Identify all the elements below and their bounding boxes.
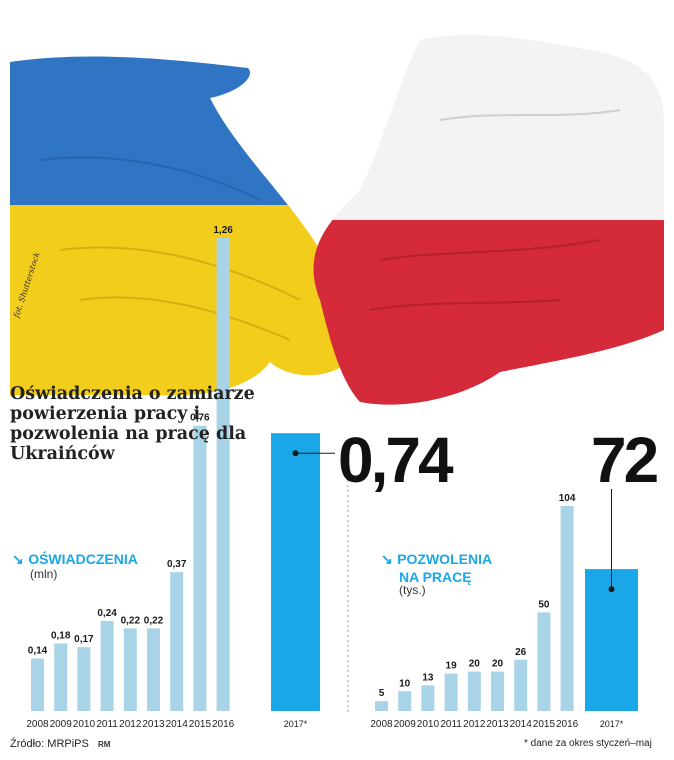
year-label: 2015	[533, 719, 556, 730]
value-label: 10	[399, 678, 411, 689]
year-label: 2012	[463, 719, 486, 730]
bar-2009	[398, 691, 412, 711]
bar-2011	[100, 620, 114, 711]
year-label: 2012	[119, 719, 142, 730]
bar-2012	[123, 628, 137, 711]
year-label: 2017*	[284, 719, 308, 729]
bar-2015	[193, 425, 207, 711]
rm-mark: RM	[98, 740, 111, 749]
year-label: 2017*	[600, 719, 624, 729]
value-label: 0,17	[74, 634, 94, 645]
right-chart-unit: (tys.)	[399, 583, 426, 597]
bar-2011	[444, 673, 458, 711]
value-label: 19	[446, 661, 458, 672]
left-chart-header: ↘ OŚWIADCZENIA	[12, 551, 138, 569]
source-note: Źródło: MRPiPS	[10, 738, 89, 750]
arrow-down-right-icon: ↘	[381, 551, 393, 567]
bar-2014	[170, 572, 184, 711]
bar-2017*	[271, 433, 320, 711]
year-label: 2009	[50, 719, 73, 730]
bar-2010	[421, 685, 435, 711]
year-label: 2016	[212, 719, 235, 730]
value-label: 0,22	[144, 615, 164, 626]
year-label: 2015	[189, 719, 212, 730]
value-label: 0,14	[28, 645, 48, 656]
left-chart-unit: (mln)	[30, 567, 58, 581]
bar-2013	[147, 628, 160, 711]
footnote: * dane za okres styczeń–maj	[524, 738, 652, 749]
year-label: 2008	[26, 719, 49, 730]
value-label: 0,76	[190, 413, 210, 424]
year-label: 2014	[166, 719, 189, 730]
bar-2016	[560, 506, 574, 711]
value-label: 0,24	[97, 608, 117, 619]
bar-2012	[467, 671, 481, 711]
bar-2008	[31, 658, 44, 711]
value-label: 1,26	[213, 225, 233, 236]
left-chart-label: OŚWIADCZENIA	[28, 551, 138, 567]
left-highlight-value: 0,74	[338, 424, 454, 496]
value-label: 104	[559, 493, 576, 504]
year-label: 2008	[370, 719, 393, 730]
year-label: 2010	[417, 719, 440, 730]
value-label: 50	[538, 599, 550, 610]
value-label: 26	[515, 647, 527, 658]
bar-2016	[216, 238, 230, 711]
charts-layer: 20080,1420090,1820100,1720110,2420120,22…	[26, 225, 638, 730]
bar-2017*	[585, 569, 638, 711]
right-chart-label-line2: NA PRACĘ	[399, 569, 472, 585]
value-label: 5	[379, 688, 385, 699]
value-label: 13	[422, 672, 434, 683]
year-label: 2011	[96, 719, 118, 730]
value-label: 0,22	[121, 615, 141, 626]
right-chart-header: ↘ POZWOLENIA NA PRACĘ	[381, 551, 492, 585]
ukraine-hand-image	[10, 56, 357, 396]
bar-2010	[77, 647, 91, 711]
right-highlight-value: 72	[591, 424, 659, 496]
year-label: 2013	[142, 719, 165, 730]
bar-2015	[537, 612, 551, 711]
right-chart-label-line1: POZWOLENIA	[397, 551, 493, 567]
year-label: 2011	[440, 719, 462, 730]
value-label: 0,37	[167, 559, 187, 570]
chart-title: Oświadczenia o zamiarze powierzenia prac…	[10, 384, 255, 464]
arrow-down-right-icon: ↘	[12, 551, 24, 567]
bar-2013	[491, 671, 504, 711]
year-label: 2014	[510, 719, 533, 730]
year-label: 2010	[73, 719, 96, 730]
year-label: 2016	[556, 719, 579, 730]
bar-2014	[514, 659, 528, 711]
bar-2009	[54, 643, 68, 711]
year-label: 2013	[486, 719, 509, 730]
bar-2008	[375, 701, 388, 711]
value-label: 0,18	[51, 630, 71, 641]
value-label: 20	[492, 659, 504, 670]
poland-hand-image	[313, 35, 664, 405]
value-label: 20	[469, 659, 481, 670]
year-label: 2009	[394, 719, 417, 730]
